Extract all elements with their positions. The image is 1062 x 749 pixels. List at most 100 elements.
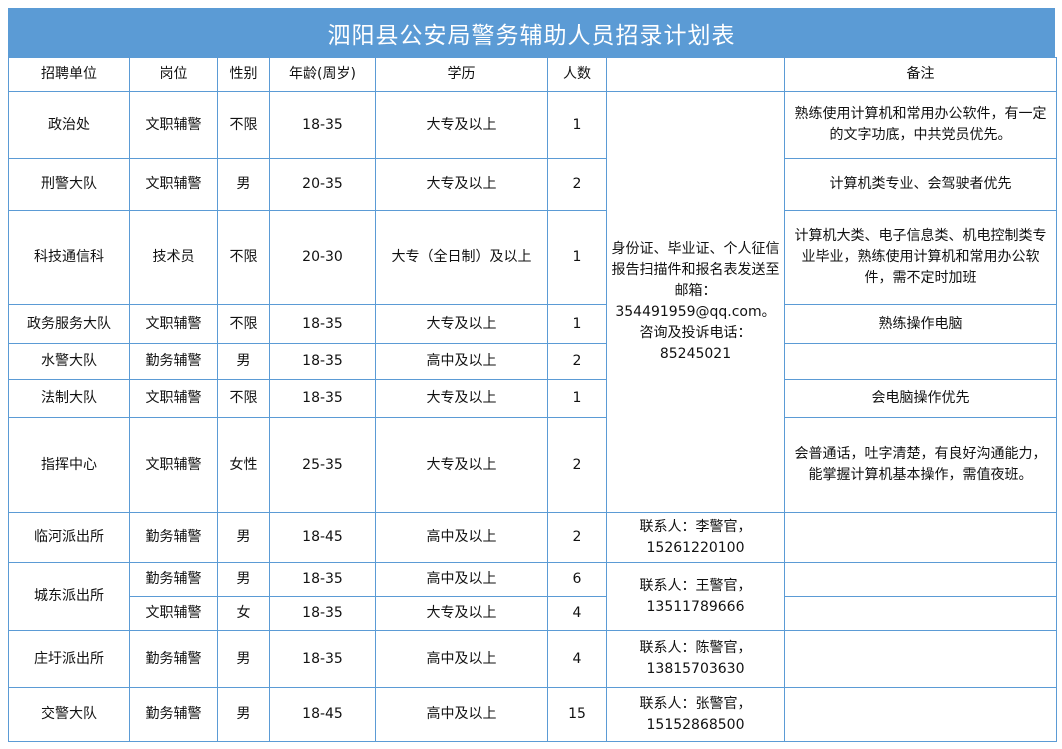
post-cell: 勤务辅警 [129, 630, 218, 688]
contact-cell: 联系人：李警官，15261220100 [606, 512, 785, 563]
table-row: 文职辅警女 18-35 大专及以上 4 [9, 596, 1057, 631]
post-cell: 文职辅警 [129, 596, 218, 631]
header-post: 岗位 [129, 57, 218, 92]
remark-cell [784, 630, 1057, 688]
table-row: 临河派出所 勤务辅警男 18-45 高中及以上 2 联系人：李警官，15261220100 [8, 512, 1057, 563]
gender-cell: 男 [217, 687, 270, 742]
table-row: 交警大队 勤务辅警男 18-45 高中及以上 15 联系人：张警官，15152868500 [8, 687, 1057, 742]
age-cell: 18-45 [269, 512, 376, 563]
header-contact [606, 57, 785, 92]
count-cell: 4 [547, 596, 607, 631]
post-cell: 文职辅警 [129, 158, 218, 211]
age-cell: 20-35 [269, 158, 376, 211]
unit-cell: 政治处 [8, 91, 130, 159]
age-cell: 18-35 [269, 304, 376, 344]
count-cell: 2 [547, 512, 607, 563]
education-cell: 高中及以上 [375, 630, 548, 688]
unit-cell: 指挥中心 [8, 417, 130, 513]
post-cell: 勤务辅警 [129, 687, 218, 742]
age-cell: 18-45 [269, 687, 376, 742]
post-cell: 勤务辅警 [129, 343, 218, 380]
education-cell: 高中及以上 [375, 512, 548, 563]
table-row: 指挥中心 文职辅警 女性 25-35 大专及以上 2 会普通话，吐字清楚，有良好沟通能力，能… [8, 417, 1057, 513]
education-cell: 大专及以上 [375, 379, 548, 418]
education-cell: 大专及以上 [375, 596, 548, 631]
unit-cell: 城东派出所 [8, 562, 130, 631]
unit-cell: 刑警大队 [8, 158, 130, 211]
remark-cell: 计算机类专业、会驾驶者优先 [784, 158, 1057, 211]
gender-cell: 男 [217, 158, 270, 211]
count-cell: 2 [547, 343, 607, 380]
contact-cell: 联系人：张警官，15152868500 [606, 687, 785, 742]
unit-cell: 临河派出所 [8, 512, 130, 563]
gender-cell: 不限 [217, 304, 270, 344]
post-cell: 文职辅警 [129, 417, 218, 513]
gender-cell: 女 [217, 596, 270, 631]
remark-cell: 熟练使用计算机和常用办公软件，有一定的文字功底，中共党员优先。 [784, 91, 1057, 159]
contact-cell: 联系人：陈警官，13815703630 [606, 630, 785, 688]
age-cell: 18-35 [269, 596, 376, 631]
table-row: 政务服务大队 文职辅警 不限 18-35 大专及以上 1 熟练操作电脑 [8, 304, 1057, 344]
education-cell: 大专及以上 [375, 91, 548, 159]
header-remark: 备注 [784, 57, 1057, 92]
unit-cell: 水警大队 [8, 343, 130, 380]
count-cell: 1 [547, 210, 607, 305]
unit-cell: 政务服务大队 [8, 304, 130, 344]
table-row: 科技通信科 技术员 不限 20-30 大专（全日制）及以上 1 计算机大类、电子信息类、机电… [8, 210, 1057, 305]
age-cell: 18-35 [269, 562, 376, 597]
age-cell: 18-35 [269, 379, 376, 418]
gender-cell: 不限 [217, 210, 270, 305]
age-cell: 20-30 [269, 210, 376, 305]
gender-cell: 男 [217, 343, 270, 380]
unit-cell: 庄圩派出所 [8, 630, 130, 688]
count-cell: 15 [547, 687, 607, 742]
education-cell: 高中及以上 [375, 687, 548, 742]
remark-cell [784, 512, 1057, 563]
header-age: 年龄(周岁) [269, 57, 376, 92]
age-cell: 18-35 [269, 630, 376, 688]
table-row: 庄圩派出所 勤务辅警男 18-35 高中及以上 4 联系人：陈警官，13815703630 [8, 630, 1057, 688]
count-cell: 6 [547, 562, 607, 597]
header-education: 学历 [375, 57, 548, 92]
gender-cell: 男 [217, 630, 270, 688]
remark-cell [784, 343, 1057, 380]
education-cell: 大专及以上 [375, 417, 548, 513]
post-cell: 勤务辅警 [129, 512, 218, 563]
contact-cell: 联系人：王警官，13511789666 [606, 562, 785, 631]
count-cell: 1 [547, 304, 607, 344]
age-cell: 18-35 [269, 343, 376, 380]
unit-cell: 法制大队 [8, 379, 130, 418]
gender-cell: 男 [217, 512, 270, 563]
remark-cell [784, 562, 1057, 597]
education-cell: 高中及以上 [375, 562, 548, 597]
remark-cell: 熟练操作电脑 [784, 304, 1057, 344]
table-row: 城东派出所 勤务辅警男 18-35 高中及以上 6 联系人：王警官，13511789666 [8, 562, 1057, 631]
education-cell: 高中及以上 [375, 343, 548, 380]
remark-cell [784, 596, 1057, 631]
post-cell: 文职辅警 [129, 379, 218, 418]
header-unit: 招聘单位 [8, 57, 130, 92]
post-cell: 文职辅警 [129, 91, 218, 159]
contact-cell: 身份证、毕业证、个人征信报告扫描件和报名表发送至邮箱：354491959@qq.… [606, 91, 785, 513]
unit-cell: 科技通信科 [8, 210, 130, 305]
age-cell: 25-35 [269, 417, 376, 513]
count-cell: 2 [547, 158, 607, 211]
recruitment-table: 招聘单位 岗位 性别 年龄(周岁) 学历 人数 备注 政治处 文职辅警 不限 18-35 大专及以上… [8, 57, 1057, 742]
gender-cell: 女性 [217, 417, 270, 513]
header-count: 人数 [547, 57, 607, 92]
remark-cell: 计算机大类、电子信息类、机电控制类专业毕业，熟练使用计算机和常用办公软件，需不定… [784, 210, 1057, 305]
post-cell: 文职辅警 [129, 304, 218, 344]
post-cell: 勤务辅警 [129, 562, 218, 597]
age-cell: 18-35 [269, 91, 376, 159]
count-cell: 2 [547, 417, 607, 513]
table-row: 政治处 文职辅警 不限 18-35 大专及以上 1 身份证、毕业证、个人征信报告扫描件和报名… [8, 91, 1057, 513]
remark-cell [784, 687, 1057, 742]
remark-cell: 会电脑操作优先 [784, 379, 1057, 418]
table-row: 刑警大队 文职辅警男 20-35 大专及以上 2 计算机类专业、会驾驶者优先 [8, 158, 1057, 211]
table-row: 水警大队 勤务辅警男 18-35 高中及以上 2 [8, 343, 1057, 380]
table-row: 法制大队 文职辅警 不限 18-35 大专及以上 1 会电脑操作优先 [8, 379, 1057, 418]
page-title: 泗阳县公安局警务辅助人员招录计划表 [8, 8, 1055, 57]
gender-cell: 不限 [217, 91, 270, 159]
count-cell: 1 [547, 379, 607, 418]
count-cell: 1 [547, 91, 607, 159]
